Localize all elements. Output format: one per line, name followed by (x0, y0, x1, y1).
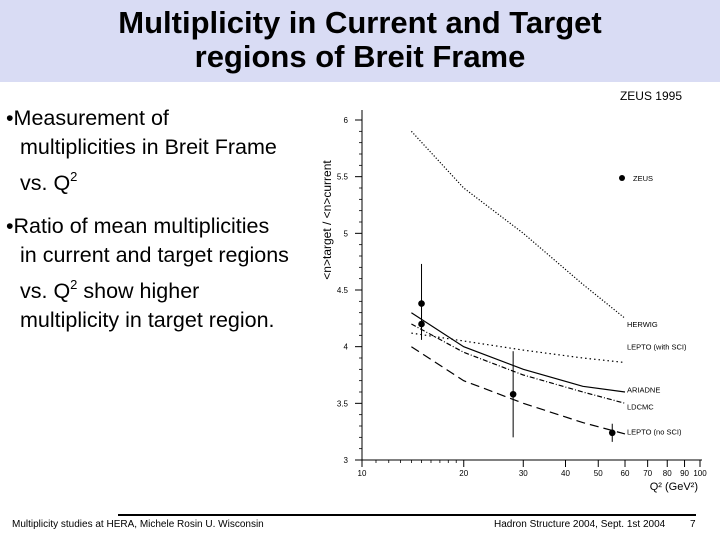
curve-herwig (410, 130, 626, 319)
y-tick-label: 3 (344, 456, 349, 465)
chart-curves (410, 130, 626, 435)
bullet-list: •Measurement of multiplicities in Breit … (6, 104, 326, 349)
bullet-q-superscript: 2 (70, 277, 78, 292)
slide-title-line-1: Multiplicity in Current and Target (118, 5, 602, 40)
data-point-zeus (418, 300, 425, 307)
slide-title-line-2: regions of Breit Frame (194, 39, 526, 74)
chart-labels: HERWIG LEPTO (with SCI) ARIADNE LDCMC LEPTO … (320, 89, 698, 493)
page-number: 7 (690, 519, 696, 530)
chart-frame (361, 110, 702, 461)
bullet-q-superscript: 2 (70, 169, 78, 184)
bullet-ratio: •Ratio of mean multiplicities in current… (6, 212, 326, 335)
legend-label-zeus: ZEUS (633, 174, 653, 183)
x-tick-label: 80 (663, 469, 672, 478)
footer-right-text: Hadron Structure 2004, Sept. 1st 2004 (494, 519, 666, 530)
curve-label: LDCMC (627, 403, 654, 412)
y-tick-label: 4.5 (337, 286, 349, 295)
x-axis-label: Q² (GeV²) (650, 481, 698, 493)
title-band (0, 0, 720, 82)
curve-label: ARIADNE (627, 386, 660, 395)
footer-rule (118, 514, 696, 516)
bullet-text-line: multiplicities in Breit Frame (20, 135, 277, 159)
legend-marker-zeus (619, 175, 625, 181)
x-tick-label: 70 (643, 469, 652, 478)
curve-ldcmc (411, 323, 626, 404)
footer-left-text: Multiplicity studies at HERA, Michele Ro… (12, 519, 264, 530)
y-tick-label: 4 (344, 343, 349, 352)
x-tick-label: 40 (561, 469, 570, 478)
y-tick-label: 5.5 (337, 173, 349, 182)
slide-title: Multiplicity in Current and Target regio… (0, 6, 720, 74)
bullet-q-prefix: vs. Q (20, 171, 71, 195)
bullet-q-prefix: vs. Q (20, 279, 71, 303)
bullet-symbol: • (6, 106, 14, 130)
bullet-text-line: multiplicity in target region. (20, 308, 275, 332)
x-tick-label: 60 (621, 469, 630, 478)
bullet-text-line: in current and target regions (20, 243, 289, 267)
y-tick-label: 3.5 (337, 399, 349, 408)
curve-label: LEPTO (no SCI) (627, 428, 682, 437)
data-point-zeus (509, 390, 517, 398)
chart-ticks: 3 3.5 4 4.5 5 5.5 6 10 20 30 40 50 60 70 80 90 100 (337, 116, 707, 478)
data-point-zeus (418, 320, 425, 328)
x-tick-label: 50 (594, 469, 603, 478)
curve-lepto-no-sci (411, 346, 626, 435)
multiplicity-ratio-chart: 3 3.5 4 4.5 5 5.5 6 10 20 30 40 50 60 70 80 90 100 HERWI… (320, 89, 707, 493)
bullet-text-line: Measurement of (13, 106, 169, 130)
data-point-zeus (608, 429, 616, 437)
bullet-text-line: Ratio of mean multiplicities (13, 214, 270, 238)
x-tick-label: 90 (680, 469, 689, 478)
chart-points (418, 263, 616, 442)
bullet-measurement: •Measurement of multiplicities in Breit … (6, 104, 326, 198)
y-tick-label: 5 (344, 229, 349, 238)
curve-lepto-with-sci (411, 332, 626, 364)
x-tick-label: 20 (459, 469, 468, 478)
curve-label: LEPTO (with SCI) (627, 343, 687, 352)
curve-ariadne (411, 312, 626, 393)
curve-label: HERWIG (627, 320, 658, 329)
y-axis-label: <n>target / <n>current (320, 160, 334, 280)
x-tick-label: 10 (358, 469, 367, 478)
chart-title: ZEUS 1995 (620, 89, 682, 103)
x-tick-label: 100 (693, 469, 707, 478)
bullet-symbol: • (6, 214, 14, 238)
x-tick-label: 30 (519, 469, 528, 478)
bullet-q-suffix: show higher (77, 279, 200, 303)
y-tick-label: 6 (344, 116, 349, 125)
